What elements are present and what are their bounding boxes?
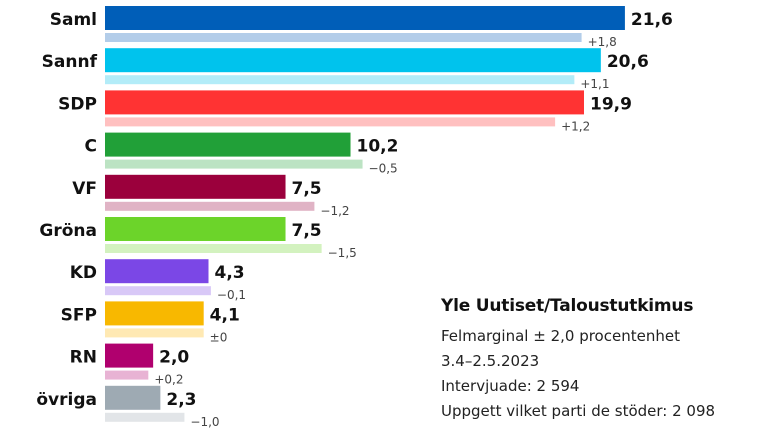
value-label: 7,5: [292, 179, 322, 199]
value-label: 20,6: [607, 52, 649, 72]
bar-current: [105, 6, 625, 30]
change-label: −0,5: [369, 162, 398, 176]
category-label: VF: [72, 179, 97, 199]
change-label: −1,5: [328, 246, 357, 260]
bar-previous: [105, 33, 582, 42]
category-label: KD: [70, 263, 97, 283]
category-label: Gröna: [39, 221, 97, 241]
bar-current: [105, 48, 601, 73]
category-label: Sannf: [42, 52, 98, 72]
bar-previous: [105, 370, 149, 380]
change-label: ±0: [210, 330, 228, 344]
change-label: +0,2: [154, 373, 183, 387]
category-label: SDP: [58, 94, 97, 114]
bar-previous: [105, 244, 322, 253]
info-interviewed: Intervjuade: 2 594: [441, 377, 580, 395]
value-label: 10,2: [357, 137, 399, 157]
info-box: Yle Uutiset/Taloustutkimus Felmarginal ±…: [441, 296, 715, 424]
bar-current: [105, 132, 351, 157]
value-label: 19,9: [590, 94, 632, 114]
bar-current: [105, 217, 286, 241]
bar-previous: [105, 328, 204, 338]
bar-current: [105, 174, 286, 199]
bar-previous: [105, 201, 315, 211]
change-label: −1,0: [190, 415, 219, 429]
category-label: övriga: [36, 390, 97, 410]
change-label: −0,1: [217, 288, 246, 302]
change-label: +1,8: [588, 35, 617, 49]
bar-current: [105, 301, 204, 326]
category-label: SFP: [61, 305, 97, 325]
info-dates: 3.4–2.5.2023: [441, 352, 540, 370]
value-label: 7,5: [292, 221, 322, 241]
bar-previous: [105, 159, 363, 169]
bar-previous: [105, 117, 556, 127]
bar-current: [105, 259, 209, 284]
bar-previous: [105, 412, 185, 422]
bar-current: [105, 343, 154, 368]
value-label: 4,3: [215, 263, 245, 283]
bar-current: [105, 385, 161, 410]
value-label: 2,3: [166, 390, 196, 410]
info-stated: Uppgett vilket parti de stöder: 2 098: [441, 402, 716, 420]
bar-previous: [105, 286, 211, 296]
info-margin: Felmarginal ± 2,0 procentenhet: [441, 327, 680, 345]
change-label: +1,2: [561, 119, 590, 133]
category-label: C: [85, 137, 97, 157]
change-label: −1,2: [320, 204, 349, 218]
value-label: 21,6: [631, 10, 673, 30]
bar-previous: [105, 75, 575, 85]
bar-current: [105, 90, 584, 115]
category-label: RN: [70, 348, 97, 368]
info-title: Yle Uutiset/Taloustutkimus: [441, 296, 694, 316]
change-label: +1,1: [580, 77, 609, 91]
value-label: 4,1: [210, 305, 240, 325]
value-label: 2,0: [159, 348, 189, 368]
category-label: Saml: [50, 10, 97, 30]
